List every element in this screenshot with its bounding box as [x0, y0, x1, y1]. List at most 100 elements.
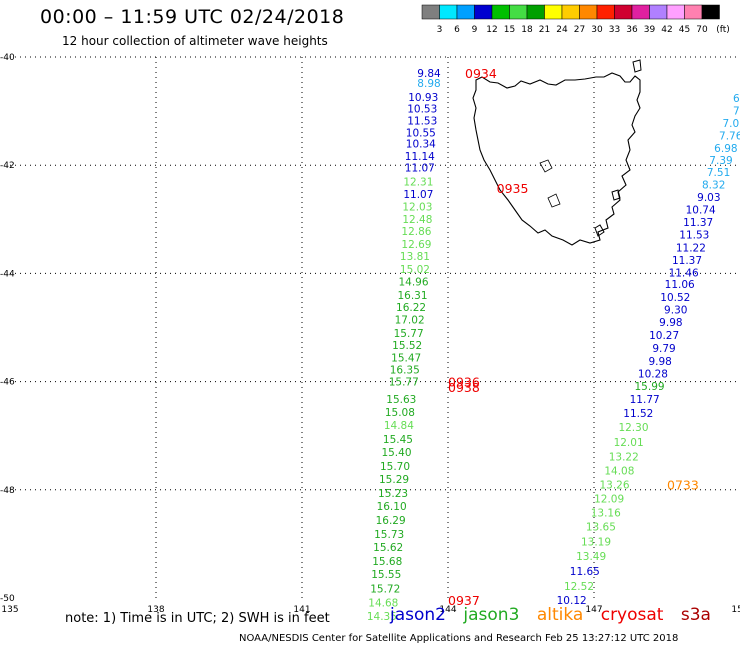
swh-value-label: 10.93 — [408, 92, 438, 104]
swh-value-label: 15.68 — [372, 556, 402, 568]
swh-value-label: 10.12 — [557, 595, 587, 607]
swh-value-label: 11.07 — [403, 189, 433, 201]
pass-time-label: 0938 — [448, 380, 480, 395]
swh-value-label: 11.46 — [669, 267, 699, 279]
swh-value-label: 15.29 — [379, 474, 409, 486]
swh-value-label: 7.1 — [733, 106, 740, 118]
colorbar-swatch — [649, 4, 668, 20]
colorbar-swatch — [579, 4, 598, 20]
colorbar-swatch — [526, 4, 545, 20]
color-scale-bar: 3 6 9 12 15 18 21 24 27 30 33 36 39 42 45 70 (ft) — [421, 4, 730, 35]
swh-value-label: 12.30 — [618, 422, 648, 434]
colorbar-tick-label: 15 — [504, 25, 515, 35]
swh-value-label: 9.98 — [659, 317, 682, 329]
swh-value-label: 15.62 — [373, 542, 403, 554]
swh-value-label: 15.77 — [389, 377, 419, 389]
swh-value-label: 15.02 — [400, 264, 430, 276]
colorbar-swatch — [474, 4, 493, 20]
colorbar-swatch — [456, 4, 475, 20]
pass-time-label: 0937 — [448, 593, 480, 608]
legend-jason2: jason2 — [390, 605, 446, 625]
lat-tick-label: -48 — [0, 486, 15, 496]
swh-value-label: 13.19 — [581, 537, 611, 549]
colorbar-swatch — [701, 4, 720, 20]
island-east-1 — [632, 59, 642, 73]
swh-value-label: 12.48 — [402, 214, 432, 226]
swh-value-label: 9.84 — [417, 68, 441, 80]
legend-jason3: jason3 — [463, 605, 520, 625]
swh-value-label: 11.14 — [405, 151, 435, 163]
colorbar-swatch — [544, 4, 563, 20]
colorbar-swatch — [509, 4, 528, 20]
pass-time-label: 0935 — [497, 181, 529, 196]
lat-tick-label: -42 — [0, 161, 15, 171]
lat-tick-label: -50 — [0, 594, 15, 604]
colorbar-tick-label: 30 — [591, 25, 603, 35]
pass-time-label: 0733 — [667, 477, 699, 492]
pass-time-label: 0934 — [465, 66, 497, 81]
swh-value-label: 10.34 — [406, 139, 436, 151]
swh-value-label: 15.77 — [394, 328, 424, 340]
colorbar-tick-label: 27 — [574, 25, 585, 35]
swh-value-label: 7.39 — [709, 155, 732, 167]
swh-value-label: 10.53 — [407, 103, 437, 115]
swh-value-label: 9.98 — [648, 356, 671, 368]
swh-value-label: 8.98 — [417, 78, 440, 90]
lon-tick-label: 141 — [293, 605, 310, 615]
pass-time-label: 0936 — [448, 375, 480, 390]
colorbar-swatch — [614, 4, 633, 20]
swh-value-label: 15.63 — [386, 394, 416, 406]
colorbar-tick-label: 9 — [472, 25, 478, 35]
swh-value-label: 10.52 — [660, 292, 690, 304]
swh-value-label: 15.55 — [371, 569, 401, 581]
colorbar-tick-label: 18 — [521, 25, 533, 35]
island-east-2 — [611, 189, 621, 201]
colorbar-tick-label: 6 — [454, 25, 460, 35]
swh-value-label: 13.49 — [576, 551, 606, 563]
swh-value-label: 9.79 — [652, 343, 675, 355]
colorbar-swatch — [561, 4, 580, 20]
swh-value-label: 12.09 — [594, 493, 624, 505]
swh-value-label: 12.52 — [564, 581, 594, 593]
tasmania-coastline — [472, 59, 642, 246]
swh-value-label: 13.22 — [609, 451, 639, 463]
swh-value-label: 12.31 — [403, 176, 433, 188]
swh-value-label: 15.99 — [635, 381, 665, 393]
swh-value-label: 15.70 — [380, 461, 410, 473]
colorbar-swatch — [439, 4, 458, 20]
altimeter-tracks: 9.848.9810.9310.5311.5310.5510.3411.1411… — [367, 68, 740, 623]
swh-value-label: 16.31 — [397, 290, 427, 302]
swh-value-label: 15.73 — [374, 529, 404, 541]
swh-value-label: 16.29 — [376, 515, 406, 527]
legend-altika: altika — [536, 605, 584, 625]
swh-value-label: 11.77 — [630, 394, 660, 406]
swh-value-label: 14.96 — [398, 277, 428, 289]
legend-cryosat: cryosat — [600, 605, 664, 625]
swh-value-label: 16.10 — [377, 501, 407, 513]
swh-value-label: 12.69 — [401, 239, 431, 251]
swh-value-label: 14.08 — [604, 465, 634, 477]
swh-value-label: 13.16 — [591, 508, 621, 520]
lon-tick-label: 135 — [1, 605, 18, 615]
swh-value-label: 10.27 — [649, 330, 679, 342]
swh-value-label: 13.81 — [400, 251, 430, 263]
footer-credit: NOAA/NESDIS Center for Satellite Applica… — [239, 633, 679, 644]
lake-west — [547, 193, 561, 208]
lat-tick-label: -40 — [0, 53, 15, 63]
colorbar-tick-label: 36 — [626, 25, 638, 35]
colorbar-tick-label: 39 — [644, 25, 656, 35]
swh-value-label: 7.51 — [707, 167, 730, 179]
colorbar-tick-label: 45 — [679, 25, 690, 35]
swh-value-label: 15.45 — [383, 434, 413, 446]
swh-value-label: 12.86 — [401, 226, 431, 238]
swh-value-label: 16.22 — [396, 302, 426, 314]
lake-central — [539, 159, 553, 173]
lat-lon-grid — [10, 56, 740, 598]
swh-value-label: 10.74 — [686, 205, 716, 217]
page-subtitle: 12 hour collection of altimeter wave hei… — [62, 34, 328, 48]
colorbar-swatch — [596, 4, 615, 20]
lat-tick-label: -46 — [0, 378, 15, 388]
swh-value-label: 11.65 — [570, 566, 600, 578]
colorbar-swatch — [421, 4, 440, 20]
